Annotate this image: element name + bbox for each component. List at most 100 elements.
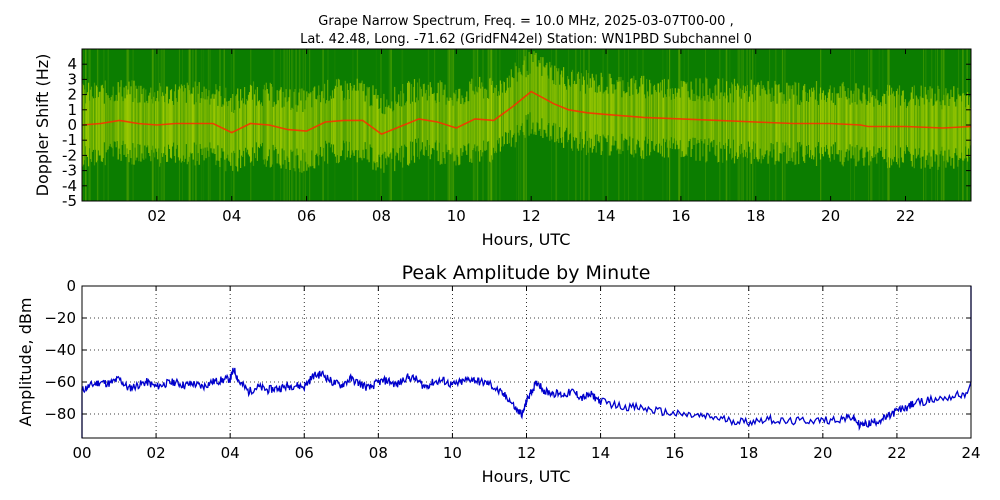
y-tick-label: -4 (62, 177, 77, 195)
x-tick-label: 12 (517, 444, 536, 462)
noise-streak (482, 49, 484, 201)
x-tick-label: 14 (591, 444, 610, 462)
x-tick-label: 22 (896, 207, 915, 225)
noise-streak (519, 49, 521, 201)
noise-streak (940, 49, 943, 201)
noise-streak (473, 49, 476, 201)
noise-streak (705, 49, 706, 201)
noise-streak (738, 49, 741, 201)
noise-streak (878, 49, 880, 201)
noise-streak (474, 49, 476, 201)
noise-streak (666, 49, 668, 201)
x-tick-label: 00 (72, 444, 91, 462)
noise-streak (935, 49, 936, 201)
x-tick-label: 18 (746, 207, 765, 225)
noise-streak (489, 49, 492, 201)
x-tick-label: 06 (295, 444, 314, 462)
noise-streak (487, 49, 489, 201)
x-tick-label: 24 (961, 444, 980, 462)
x-tick-label: 12 (522, 207, 541, 225)
noise-streak (472, 49, 474, 201)
x-tick-label: 20 (821, 207, 840, 225)
x-tick-label: 02 (147, 444, 166, 462)
y-tick-label: 2 (67, 86, 77, 104)
noise-streak (295, 49, 297, 201)
x-tick-label: 14 (596, 207, 615, 225)
amplitude-x-ticks: 00 02 04 06 08 10 12 14 16 18 20 22 24 (72, 286, 981, 462)
amplitude-panel: Peak Amplitude by Minute 00 02 04 06 08 10 12 1… (16, 262, 981, 486)
amplitude-y-ticks: 0 −20 −40 −60 −80 (44, 277, 971, 423)
noise-streak (230, 49, 233, 201)
peak-trace-line (81, 90, 972, 136)
noise-streak (292, 49, 294, 201)
spectrogram-y-axis-label: Doppler Shift (Hz) (33, 54, 52, 197)
noise-streak (521, 49, 523, 201)
noise-streak (195, 49, 197, 201)
noise-streak (516, 49, 518, 201)
noise-streak (628, 49, 629, 201)
noise-streak (784, 49, 786, 201)
noise-streak (375, 49, 377, 201)
noise-streak (678, 49, 680, 201)
x-tick-label: 08 (369, 444, 388, 462)
noise-streak (189, 49, 192, 201)
noise-streak (669, 49, 671, 201)
y-tick-label: −80 (44, 405, 76, 423)
noise-streak (200, 49, 203, 201)
noise-streak (588, 49, 590, 201)
x-tick-label: 18 (739, 444, 758, 462)
noise-streak (291, 49, 292, 201)
noise-streak (450, 49, 452, 201)
noise-streak (182, 49, 183, 201)
noise-streak (679, 49, 681, 201)
noise-streak (618, 49, 620, 201)
noise-streak (679, 49, 681, 201)
noise-streak (322, 49, 324, 201)
noise-streak (132, 49, 134, 201)
noise-streak (669, 49, 670, 201)
y-tick-label: −20 (44, 309, 76, 327)
amplitude-y-axis-label: Amplitude, dBm (16, 298, 35, 427)
x-tick-label: 04 (221, 444, 240, 462)
y-tick-label: 4 (67, 55, 77, 73)
y-tick-label: -3 (62, 162, 77, 180)
noise-streak (427, 49, 430, 201)
noise-streak (187, 49, 190, 201)
noise-streak (518, 49, 519, 201)
noise-streak (687, 49, 689, 201)
noise-streak (493, 49, 495, 201)
y-tick-label: −40 (44, 341, 76, 359)
noise-streak (298, 49, 300, 201)
noise-streak (781, 49, 784, 201)
noise-streak (602, 49, 604, 201)
noise-streak (555, 49, 558, 201)
y-tick-label: −60 (44, 373, 76, 391)
noise-streak (525, 49, 527, 201)
y-tick-label: 1 (67, 101, 77, 119)
noise-streak (327, 49, 329, 201)
noise-streak (476, 49, 479, 201)
figure-title-line2: Lat. 42.48, Long. -71.62 (GridFN42el) St… (300, 32, 752, 47)
amplitude-series-line (81, 286, 972, 438)
noise-streak (207, 49, 210, 201)
noise-streak (887, 49, 889, 201)
noise-streak (958, 49, 960, 201)
noise-streak (452, 49, 455, 201)
noise-streak (188, 49, 191, 201)
noise-streak (729, 49, 731, 201)
noise-streak (356, 49, 358, 201)
x-tick-label: 02 (147, 207, 166, 225)
amplitude-x-axis-label: Hours, UTC (482, 467, 571, 486)
figure-title-line1: Grape Narrow Spectrum, Freq. = 10.0 MHz,… (318, 14, 733, 29)
noise-streak (887, 49, 889, 201)
noise-streak (568, 49, 570, 201)
y-tick-label: -1 (62, 131, 77, 149)
noise-streak (285, 49, 287, 201)
noise-streak (588, 49, 590, 201)
x-tick-label: 10 (443, 444, 462, 462)
noise-streak (719, 49, 721, 201)
noise-streak (388, 49, 391, 201)
amplitude-chart-title: Peak Amplitude by Minute (402, 262, 651, 284)
